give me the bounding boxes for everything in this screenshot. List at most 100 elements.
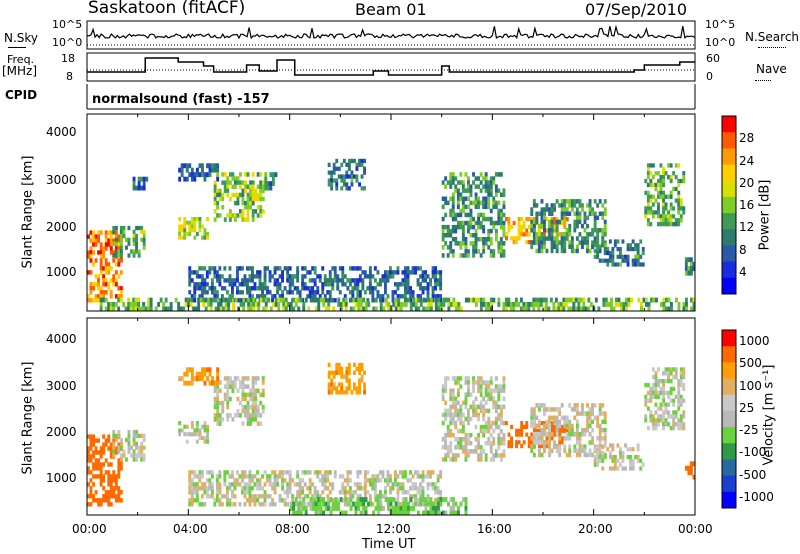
- power-ytick-2000: 2000: [46, 220, 77, 234]
- nsky-legend-line: [8, 47, 26, 48]
- power-colorbar-frame: [721, 115, 737, 295]
- power-colorbar-swatch-9: [722, 261, 736, 279]
- velocity-echo-region-10: [530, 403, 607, 458]
- power-ytick-3000: 3000: [46, 173, 77, 187]
- power-echo-region-14: [644, 163, 686, 227]
- power-ytick-4000: 4000: [46, 125, 77, 139]
- power-colorbar-swatch-2: [722, 148, 736, 165]
- nsky-ytick-top: 10^5: [52, 18, 83, 31]
- xtick-2: 08:00: [275, 522, 310, 536]
- velocity-ytick-2000: 2000: [46, 425, 77, 439]
- velocity-ytick-3000: 3000: [46, 379, 77, 393]
- velocity-echo-region-3: [213, 376, 265, 426]
- velocity-colorbar-tick-1: 500: [739, 356, 762, 371]
- date-title: 07/Sep/2010: [585, 0, 688, 19]
- power-echo-region-12: [530, 199, 607, 254]
- velocity-colorbar-tick-6: -500: [739, 467, 767, 482]
- velocity-echo-region-13: [684, 461, 696, 480]
- velocity-ylabel: Slant Range [km]: [20, 361, 36, 475]
- power-echo-region-8: [188, 266, 443, 303]
- velocity-colorbar-swatch-7: [722, 443, 736, 460]
- power-echo-region-5: [213, 172, 265, 222]
- nsearch-legend-line: [758, 47, 786, 48]
- power-echo-region-4: [178, 163, 220, 182]
- power-colorbar-tick-4: 4: [739, 264, 747, 279]
- power-colorbar-swatch-1: [722, 132, 736, 149]
- nave-legend-line: [755, 80, 771, 81]
- power-echo-region-13: [593, 239, 645, 267]
- cpid-text: normalsound (fast) -157: [92, 92, 270, 107]
- nsearch-ytick-bottom: 10^0: [705, 36, 736, 49]
- velocity-colorbar-swatch-3: [722, 378, 736, 395]
- power-heatmap: [87, 158, 696, 312]
- power-echo-region-1: [112, 225, 146, 258]
- axis-ticks: [86, 114, 696, 515]
- power-colorbar-swatch-3: [722, 164, 736, 181]
- power-echo-region-3: [178, 217, 209, 240]
- nsky-ytick-bottom: 10^0: [52, 36, 83, 49]
- power-colorbar-swatch-6: [722, 213, 736, 230]
- velocity-echo-region-12: [644, 367, 686, 431]
- freq-ytick-bottom: 8: [66, 70, 73, 83]
- xlabel: Time UT: [362, 537, 416, 552]
- beam-title: Beam 01: [355, 0, 427, 19]
- power-echo-region-15: [684, 257, 696, 276]
- velocity-heatmap: [87, 362, 696, 516]
- velocity-colorbar-tick-5: -100: [739, 445, 767, 460]
- power-colorbar-swatch-7: [722, 229, 736, 246]
- nsearch-ytick-top: 10^5: [705, 18, 736, 31]
- power-colorbar-swatch-5: [722, 196, 736, 214]
- velocity-echo-region-7: [289, 497, 468, 516]
- power-echo-region-9: [99, 297, 696, 312]
- velocity-colorbar-swatch-4: [722, 394, 736, 412]
- xtick-0: 00:00: [72, 522, 107, 536]
- site-title: Saskatoon (fitACF): [88, 0, 246, 18]
- power-colorbar-swatch-10: [722, 277, 736, 295]
- velocity-colorbar-frame: [721, 329, 737, 509]
- velocity-colorbar-tick-7: -1000: [739, 489, 774, 504]
- nave-ytick-top: 60: [706, 52, 720, 65]
- velocity-colorbar-swatch-8: [722, 459, 736, 476]
- nsky-label: N.Sky: [4, 31, 39, 45]
- velocity-echo-region-4: [178, 367, 220, 386]
- velocity-colorbar-swatch-2: [722, 362, 736, 379]
- nsky-trace: [86, 24, 696, 46]
- velocity-colorbar-swatch-6: [722, 427, 736, 444]
- velocity-echo-region-2: [178, 421, 209, 444]
- velocity-colorbar-swatch-1: [722, 346, 736, 363]
- power-echo-region-2: [132, 176, 149, 191]
- velocity-colorbar-tick-3: 25: [739, 400, 755, 415]
- nave-label: Nave: [756, 62, 787, 76]
- nsky-panel-frame: [86, 20, 696, 50]
- freq-ytick-top: 18: [61, 52, 75, 65]
- freq-step-line: [87, 57, 695, 76]
- power-colorbar-tick-12: 12: [739, 220, 755, 235]
- power-colorbar-tick-16: 16: [739, 198, 755, 212]
- freq-panel-frame: [86, 52, 696, 82]
- xtick-1: 04:00: [173, 522, 208, 536]
- velocity-echo-region-5: [327, 362, 366, 395]
- freq-label: Freq.: [7, 53, 35, 66]
- power-colorbar: [721, 115, 737, 295]
- power-colorbar-tick-8: 8: [739, 242, 747, 257]
- freq-trace: [87, 57, 695, 76]
- power-ytick-1000: 1000: [46, 265, 77, 279]
- power-colorbar-tick-20: 20: [739, 175, 755, 190]
- freq-unit-label: [MHz]: [2, 64, 38, 78]
- xtick-4: 16:00: [477, 522, 512, 536]
- velocity-ytick-4000: 4000: [46, 332, 77, 346]
- power-colorbar-tick-28: 28: [739, 131, 755, 146]
- velocity-colorbar-swatch-9: [722, 475, 736, 493]
- xtick-3: 12:00: [376, 522, 411, 536]
- velocity-echo-region-11: [593, 443, 645, 471]
- power-colorbar-label: Power [dB]: [757, 179, 773, 251]
- power-colorbar-swatch-0: [722, 116, 736, 133]
- velocity-ytick-1000: 1000: [46, 471, 77, 485]
- power-colorbar-swatch-8: [722, 245, 736, 262]
- velocity-colorbar-swatch-0: [722, 330, 736, 347]
- power-colorbar-tick-24: 24: [739, 153, 755, 168]
- xtick-5: 20:00: [578, 522, 613, 536]
- xtick-6: 00:00: [678, 522, 713, 536]
- velocity-colorbar-tick-4: -25: [739, 423, 759, 437]
